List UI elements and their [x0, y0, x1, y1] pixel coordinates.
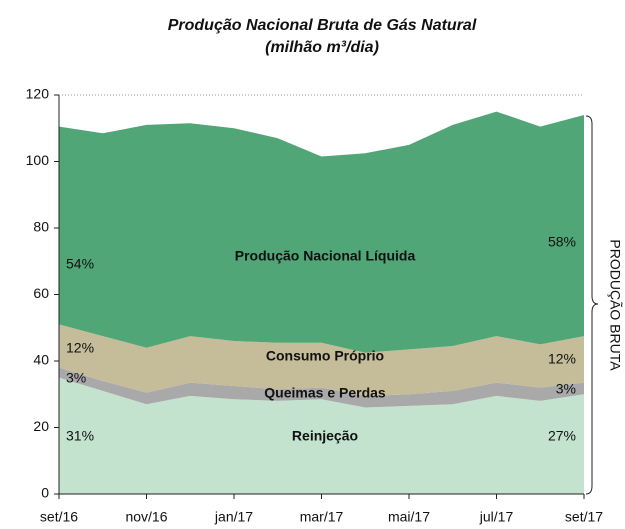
x-tick-label: nov/16 [125, 509, 167, 525]
side-label: PRODUÇÃO BRUTA [607, 239, 623, 371]
area [59, 324, 584, 396]
end-label: 58% [548, 234, 576, 250]
y-tick-label: 120 [26, 86, 50, 102]
series-label: Queimas e Perdas [264, 385, 386, 401]
y-tick-label: 0 [41, 485, 49, 501]
start-label: 3% [66, 370, 86, 386]
x-tick-label: set/16 [40, 509, 78, 525]
area [59, 367, 584, 408]
end-label: 12% [548, 351, 576, 367]
series-label: Reinjeção [292, 428, 358, 444]
series-label: Consumo Próprio [266, 348, 384, 364]
x-tick-label: jan/17 [214, 509, 253, 525]
area [59, 377, 584, 494]
y-tick-label: 40 [33, 352, 49, 368]
y-tick-label: 80 [33, 219, 49, 235]
start-label: 54% [66, 256, 94, 272]
chart-subtitle: (milhão m³/dia) [265, 39, 379, 56]
series-label: Produção Nacional Líquida [235, 248, 416, 264]
y-tick-label: 20 [33, 418, 49, 434]
chart-title: Produção Nacional Bruta de Gás Natural [168, 17, 477, 34]
y-tick-label: 100 [26, 152, 50, 168]
x-tick-label: mar/17 [300, 509, 344, 525]
start-label: 12% [66, 340, 94, 356]
area [59, 111, 584, 353]
x-tick-label: set/17 [565, 509, 603, 525]
end-label: 3% [556, 381, 576, 397]
x-tick-label: mai/17 [388, 509, 430, 525]
y-tick-label: 60 [33, 285, 49, 301]
start-label: 31% [66, 428, 94, 444]
x-tick-label: jul/17 [479, 509, 514, 525]
end-label: 27% [548, 428, 576, 444]
brace [585, 115, 599, 495]
